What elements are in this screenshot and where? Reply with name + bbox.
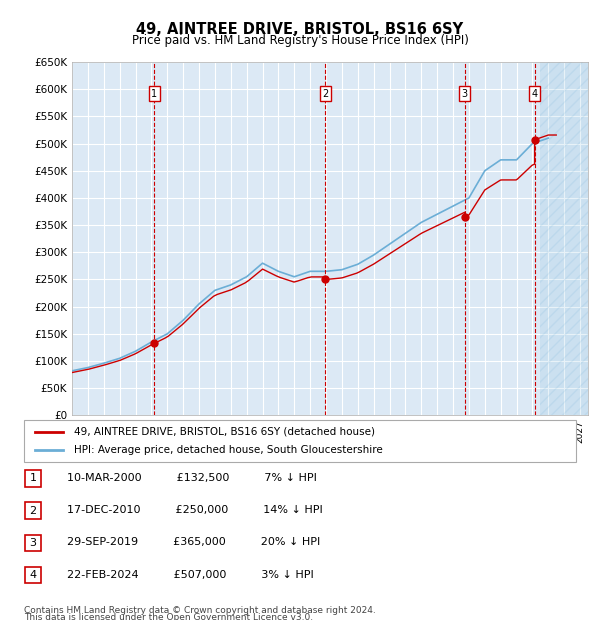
Text: 49, AINTREE DRIVE, BRISTOL, BS16 6SY: 49, AINTREE DRIVE, BRISTOL, BS16 6SY — [136, 22, 464, 37]
Text: 17-DEC-2010          £250,000          14% ↓ HPI: 17-DEC-2010 £250,000 14% ↓ HPI — [60, 505, 323, 515]
FancyBboxPatch shape — [25, 534, 41, 551]
Text: 4: 4 — [29, 570, 37, 580]
Text: Price paid vs. HM Land Registry's House Price Index (HPI): Price paid vs. HM Land Registry's House … — [131, 34, 469, 47]
FancyBboxPatch shape — [25, 502, 41, 519]
Text: This data is licensed under the Open Government Licence v3.0.: This data is licensed under the Open Gov… — [24, 613, 313, 620]
Text: 10-MAR-2000          £132,500          7% ↓ HPI: 10-MAR-2000 £132,500 7% ↓ HPI — [60, 473, 317, 483]
FancyBboxPatch shape — [25, 470, 41, 487]
Text: 3: 3 — [29, 538, 37, 548]
Text: 29-SEP-2019          £365,000          20% ↓ HPI: 29-SEP-2019 £365,000 20% ↓ HPI — [60, 538, 320, 547]
FancyBboxPatch shape — [25, 567, 41, 583]
Text: 2: 2 — [29, 505, 37, 516]
FancyBboxPatch shape — [24, 420, 576, 462]
Text: Contains HM Land Registry data © Crown copyright and database right 2024.: Contains HM Land Registry data © Crown c… — [24, 606, 376, 614]
Text: 22-FEB-2024          £507,000          3% ↓ HPI: 22-FEB-2024 £507,000 3% ↓ HPI — [60, 570, 314, 580]
Text: 1: 1 — [151, 89, 157, 99]
Text: 4: 4 — [532, 89, 538, 99]
Bar — [541, 62, 588, 415]
Text: 3: 3 — [462, 89, 468, 99]
Text: 1: 1 — [29, 473, 37, 484]
Text: HPI: Average price, detached house, South Gloucestershire: HPI: Average price, detached house, Sout… — [74, 445, 382, 455]
Text: 2: 2 — [322, 89, 329, 99]
Text: 49, AINTREE DRIVE, BRISTOL, BS16 6SY (detached house): 49, AINTREE DRIVE, BRISTOL, BS16 6SY (de… — [74, 427, 374, 436]
